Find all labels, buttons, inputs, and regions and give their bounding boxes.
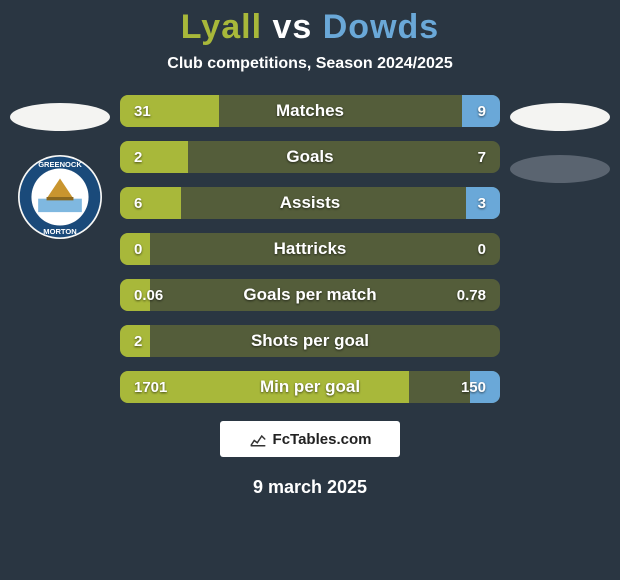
- stat-value-right: 9: [478, 95, 486, 127]
- stat-label: Hattricks: [120, 233, 500, 265]
- svg-text:MORTON: MORTON: [43, 227, 76, 236]
- player2-marker-1: [510, 103, 610, 131]
- crest-svg: GREENOCK MORTON: [18, 155, 102, 239]
- stat-bar: Hattricks0 0: [120, 233, 500, 265]
- right-column: [500, 95, 620, 207]
- stat-value-left: 1701: [134, 371, 167, 403]
- stat-segment-left: [120, 141, 188, 173]
- title: Lyall vs Dowds: [181, 8, 439, 47]
- stat-label: Goals per match: [120, 279, 500, 311]
- content-row: GREENOCK MORTON Matches319Goals27Assists…: [0, 95, 620, 403]
- stats-bars: Matches319Goals27Assists63Hattricks00Goa…: [120, 95, 500, 403]
- stat-bar: Min per goal1701150: [120, 371, 500, 403]
- attribution[interactable]: FcTables.com: [220, 421, 400, 457]
- stat-value-right: 7: [478, 141, 486, 173]
- subtitle: Club competitions, Season 2024/2025: [167, 55, 452, 73]
- vs-label: vs: [272, 8, 312, 46]
- stat-value-left: 31: [134, 95, 151, 127]
- stat-bar: Goals per match0.06 0.78: [120, 279, 500, 311]
- stat-value-right: 3: [478, 187, 486, 219]
- left-column: GREENOCK MORTON: [0, 95, 120, 239]
- stat-value-left: 2: [134, 325, 142, 357]
- stat-value-left: 0: [134, 233, 142, 265]
- stat-value-left: 0.06: [134, 279, 163, 311]
- player1-name: Lyall: [181, 8, 262, 46]
- attribution-text: FcTables.com: [273, 431, 372, 448]
- page-container: Lyall vs Dowds Club competitions, Season…: [0, 0, 620, 580]
- stat-bar: Assists63: [120, 187, 500, 219]
- stat-label: Shots per goal: [120, 325, 500, 357]
- stat-bar: Matches319: [120, 95, 500, 127]
- player2-marker-2: [510, 155, 610, 183]
- player1-marker: [10, 103, 110, 131]
- footer-date: 9 march 2025: [253, 477, 367, 498]
- stat-bar: Shots per goal2: [120, 325, 500, 357]
- svg-text:GREENOCK: GREENOCK: [38, 160, 82, 169]
- stat-bar: Goals27: [120, 141, 500, 173]
- stat-value-left: 6: [134, 187, 142, 219]
- stat-value-right: 0.78: [457, 279, 486, 311]
- club-crest: GREENOCK MORTON: [18, 155, 102, 239]
- stat-value-right: 0: [478, 233, 486, 265]
- stat-segment-left: [120, 187, 181, 219]
- player2-name: Dowds: [323, 8, 439, 46]
- stat-value-right: 150: [461, 371, 486, 403]
- stat-value-left: 2: [134, 141, 142, 173]
- chart-icon: [249, 430, 267, 448]
